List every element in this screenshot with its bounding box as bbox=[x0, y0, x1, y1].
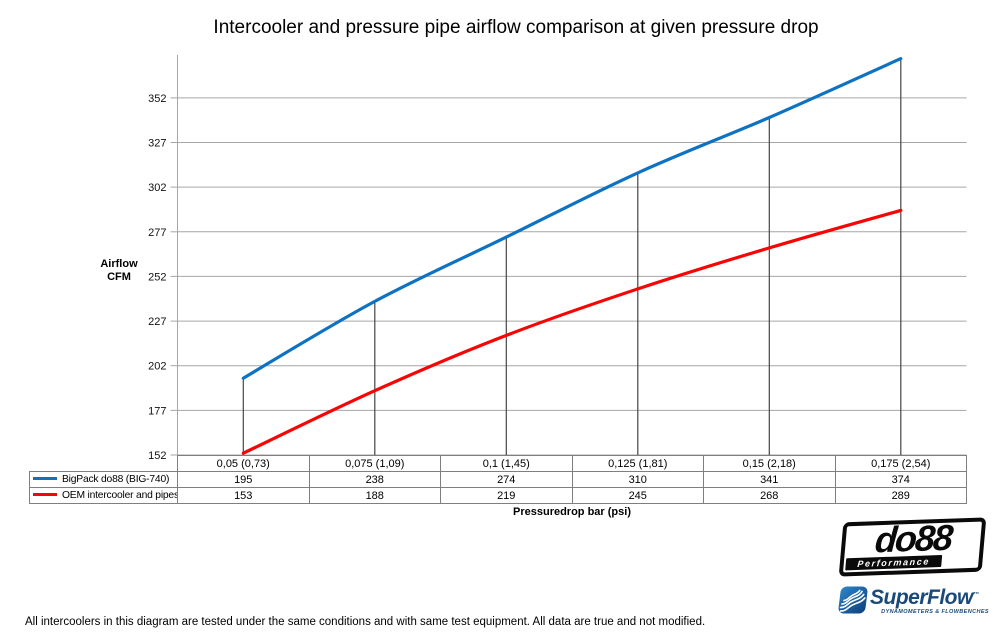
legend-cell: OEM intercooler and pipes bbox=[29, 487, 178, 504]
y-tick-label: 277 bbox=[148, 227, 166, 239]
legend-cell: BigPack do88 (BIG-740) bbox=[29, 471, 178, 488]
x-axis-category-table: 0,05 (0,73) 0,075 (1,09) 0,1 (1,45) 0,125 (… bbox=[177, 455, 967, 472]
y-tick-label: 177 bbox=[148, 405, 166, 417]
y-tick-label: 227 bbox=[148, 316, 166, 328]
y-axis-title: Airflow CFM bbox=[100, 258, 138, 283]
x-axis-title: Pressuredrop bar (psi) bbox=[513, 506, 631, 518]
legend-label: BigPack do88 (BIG-740) bbox=[62, 474, 170, 485]
superflow-logo-subtext: DYNAMOMETERS & FLOWBENCHES bbox=[881, 609, 989, 615]
y-tick-label: 302 bbox=[148, 182, 166, 194]
trademark-symbol: ™ bbox=[972, 592, 979, 598]
drop-lines bbox=[242, 58, 902, 455]
y-tick-label: 352 bbox=[148, 93, 166, 105]
superflow-wordmark: SuperFlow bbox=[870, 586, 973, 609]
legend-label: OEM intercooler and pipes bbox=[62, 490, 178, 501]
x-category-cell: 0,1 (1,45) bbox=[440, 455, 573, 472]
value-cell: 341 bbox=[703, 471, 836, 488]
value-cell: 289 bbox=[834, 487, 967, 504]
do88-logo-text: do88 bbox=[873, 516, 954, 561]
x-category-cell: 0,125 (1,81) bbox=[571, 455, 704, 472]
gridlines bbox=[170, 97, 967, 456]
legend-line-swatch bbox=[33, 492, 57, 496]
y-tick-label: 202 bbox=[148, 361, 166, 373]
x-category-cell: 0,15 (2,18) bbox=[703, 455, 836, 472]
legend-line-swatch bbox=[33, 476, 57, 480]
footer-note: All intercoolers in this diagram are tes… bbox=[25, 616, 706, 628]
value-cell: 245 bbox=[571, 487, 704, 504]
superflow-logo: SuperFlow™ DYNAMOMETERS & FLOWBENCHES bbox=[838, 585, 991, 619]
value-cell: 268 bbox=[703, 487, 836, 504]
table-row: BigPack do88 (BIG-740) 195 238 274 310 341 374 bbox=[29, 471, 967, 488]
superflow-logo-text: SuperFlow™ bbox=[870, 586, 979, 610]
x-category-cell: 0,075 (1,09) bbox=[308, 455, 441, 472]
do88-logo: do88 Performance bbox=[838, 516, 987, 577]
value-cell: 153 bbox=[177, 487, 310, 504]
value-cell: 274 bbox=[440, 471, 573, 488]
series-line-1 bbox=[241, 208, 903, 455]
chart-title: Intercooler and pressure pipe airflow co… bbox=[213, 17, 819, 38]
y-tick-label: 152 bbox=[148, 450, 166, 462]
superflow-wave-icon bbox=[838, 586, 868, 614]
value-cell: 238 bbox=[308, 471, 441, 488]
value-cell: 310 bbox=[571, 471, 704, 488]
value-cell: 195 bbox=[177, 471, 310, 488]
table-row: OEM intercooler and pipes 153 188 219 245 268… bbox=[29, 487, 967, 504]
x-category-cell: 0,175 (2,54) bbox=[834, 455, 967, 472]
x-category-row: 0,05 (0,73) 0,075 (1,09) 0,1 (1,45) 0,125 (… bbox=[177, 455, 967, 472]
series-data-table: BigPack do88 (BIG-740) 195 238 274 310 341 374… bbox=[29, 471, 967, 504]
value-cell: 188 bbox=[308, 487, 441, 504]
value-cell: 374 bbox=[834, 471, 967, 488]
value-cell: 219 bbox=[440, 487, 573, 504]
x-category-cell: 0,05 (0,73) bbox=[177, 455, 310, 472]
y-tick-label: 252 bbox=[148, 271, 166, 283]
series-line-0 bbox=[241, 57, 903, 380]
y-tick-label: 327 bbox=[148, 138, 166, 150]
do88-logo-subtext: Performance bbox=[845, 554, 943, 571]
